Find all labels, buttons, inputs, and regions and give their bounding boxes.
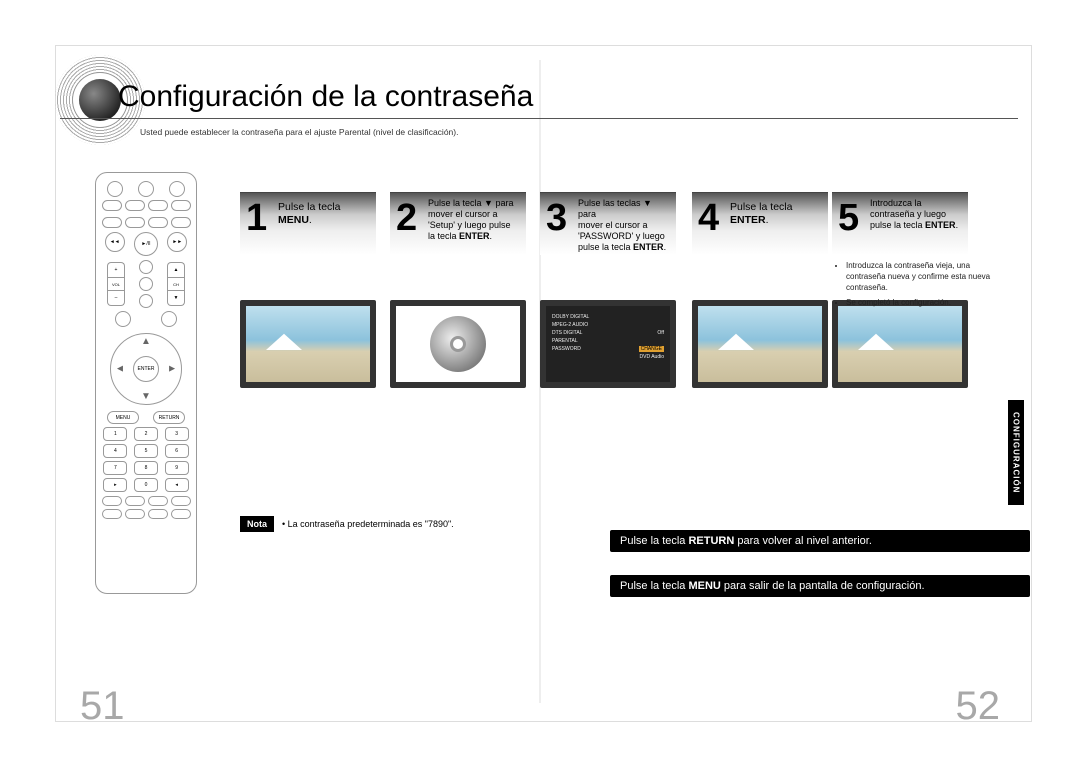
page-number-right: 52 <box>956 684 1001 729</box>
vol-dn-icon: – <box>107 291 125 306</box>
tuner-btn <box>125 217 145 228</box>
source-icon <box>169 181 185 197</box>
num-7: 7 <box>103 461 127 475</box>
page-subtitle: Usted puede establecer la contraseña par… <box>140 127 458 137</box>
eject-icon <box>139 277 153 291</box>
page-number-left: 51 <box>80 684 125 729</box>
left-arrow-icon: ◄ <box>115 364 125 375</box>
step-number: 5 <box>838 197 859 240</box>
num-6: 6 <box>165 444 189 458</box>
num-5: 5 <box>134 444 158 458</box>
step-1: 1 Pulse la teclaMENU. <box>240 192 376 255</box>
rewind-icon: ◄◄ <box>105 232 125 252</box>
bottom-btn <box>125 496 145 506</box>
return-button: RETURN <box>153 411 185 424</box>
num-9: 9 <box>165 461 189 475</box>
step5-bullet: Introduzca la contraseña vieja, una cont… <box>846 260 996 293</box>
num-3: 3 <box>165 427 189 441</box>
note-label: Nota <box>240 516 274 532</box>
ch-label: CH <box>167 277 185 291</box>
bottom-btn <box>171 509 191 519</box>
mode-vcr <box>148 200 168 211</box>
mode-aux <box>171 200 191 211</box>
step-text: Introduzca lacontraseña y luegopulse la … <box>870 198 962 231</box>
screenshot-step-2 <box>390 300 526 388</box>
step-3: 3 Pulse las teclas ▼ paramover el cursor … <box>540 192 676 255</box>
small-btn <box>161 311 177 327</box>
screenshot-step-1 <box>240 300 376 388</box>
open-btn <box>148 217 168 228</box>
step-text: Pulse la teclaENTER. <box>730 201 822 227</box>
mode-dvd <box>102 200 122 211</box>
screenshot-step-3: DOLBY DIGITALMPEG-2 AUDIODTS DIGITALOffP… <box>540 300 676 388</box>
menu-button: MENU <box>107 411 139 424</box>
note-text: • La contraseña predeterminada es "7890"… <box>282 519 454 529</box>
num-▸: ▸ <box>103 478 127 492</box>
bottom-btn <box>125 509 145 519</box>
vol-label: VOL <box>107 277 125 291</box>
note-row: Nota • La contraseña predeterminada es "… <box>240 516 454 532</box>
section-tab: CONFIGURACIÓN <box>1008 400 1024 505</box>
page-title: Configuración de la contraseña <box>118 80 533 114</box>
power-icon <box>107 181 123 197</box>
d-pad: ENTER ▲ ▼ ◄ ► <box>110 333 182 405</box>
small-btn <box>115 311 131 327</box>
num-0: 0 <box>134 478 158 492</box>
step5-bullet: Se completó la configuración. <box>846 297 996 308</box>
step-4: 4 Pulse la teclaENTER. <box>692 192 828 255</box>
up-arrow-icon: ▲ <box>141 336 151 347</box>
right-arrow-icon: ► <box>167 364 177 375</box>
step-number: 3 <box>546 197 567 240</box>
number-pad: 123 456 789 ▸ 0 ◂ <box>96 427 196 492</box>
step-number: 1 <box>246 197 267 240</box>
num-2: 2 <box>134 427 158 441</box>
band-btn <box>102 217 122 228</box>
ch-dn-icon: ▼ <box>167 291 185 306</box>
step-text: Pulse la tecla ▼ paramover el cursor a'S… <box>428 198 520 242</box>
step-text: Pulse las teclas ▼ paramover el cursor a… <box>578 198 670 253</box>
enter-button: ENTER <box>133 356 159 382</box>
menu-tip-bar: Pulse la tecla MENU para salir de la pan… <box>610 575 1030 597</box>
vol-up-icon: + <box>107 262 125 277</box>
screenshot-step-4 <box>692 300 828 388</box>
step-2: 2 Pulse la tecla ▼ paramover el cursor a'… <box>390 192 526 255</box>
title-rule <box>60 118 1018 119</box>
remote-control: ◄◄ ►/II ►► + VOL – ▲ CH ▼ <box>95 172 197 594</box>
play-pause-icon: ►/II <box>134 232 158 256</box>
num-4: 4 <box>103 444 127 458</box>
ch-up-icon: ▲ <box>167 262 185 277</box>
num-1: 1 <box>103 427 127 441</box>
tv-vcr-icon <box>138 181 154 197</box>
step5-notes: Introduzca la contraseña vieja, una cont… <box>832 260 996 312</box>
manual-spread: Configuración de la contraseña Usted pue… <box>0 0 1080 763</box>
bottom-btn <box>102 496 122 506</box>
sound-icon <box>139 294 153 308</box>
mute-icon <box>139 260 153 274</box>
step-5: 5 Introduzca lacontraseña y luegopulse la… <box>832 192 968 255</box>
step-number: 2 <box>396 197 417 240</box>
ff-icon: ►► <box>167 232 187 252</box>
down-arrow-icon: ▼ <box>141 391 151 402</box>
return-tip-bar: Pulse la tecla RETURN para volver al niv… <box>610 530 1030 552</box>
step-text: Pulse la teclaMENU. <box>278 201 370 227</box>
aux-btn <box>171 217 191 228</box>
num-◂: ◂ <box>165 478 189 492</box>
bottom-btn <box>148 509 168 519</box>
step-number: 4 <box>698 197 719 240</box>
screenshot-step-5 <box>832 300 968 388</box>
num-8: 8 <box>134 461 158 475</box>
bottom-btn <box>171 496 191 506</box>
bottom-btn <box>148 496 168 506</box>
mode-tv <box>125 200 145 211</box>
bottom-btn <box>102 509 122 519</box>
